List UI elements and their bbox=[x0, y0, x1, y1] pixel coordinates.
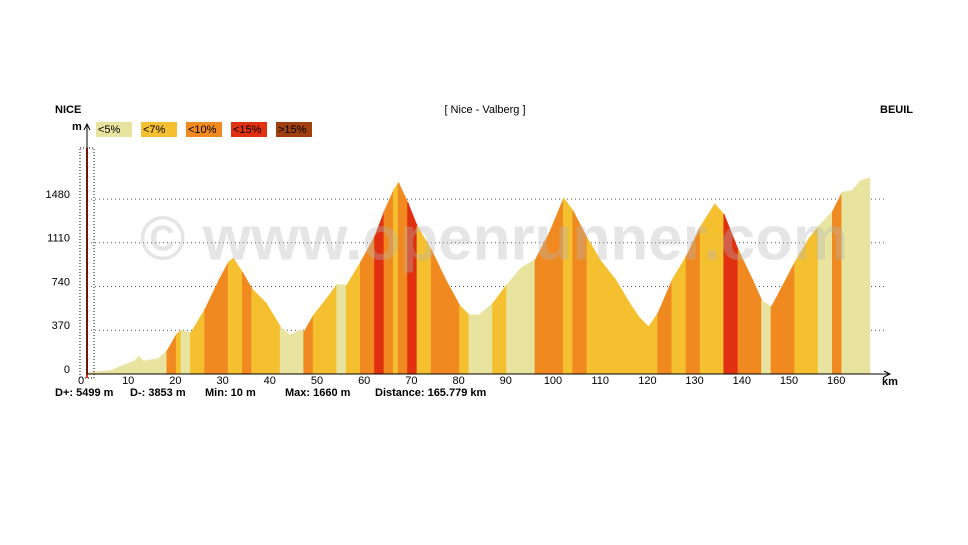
profile-segment bbox=[143, 358, 159, 375]
profile-segment bbox=[242, 271, 253, 375]
legend-swatch bbox=[96, 122, 132, 137]
legend-label: >15% bbox=[278, 124, 307, 136]
chart-title: [ Nice - Valberg ] bbox=[444, 104, 525, 116]
profile-segment bbox=[478, 302, 494, 375]
legend-swatch bbox=[231, 122, 267, 137]
x-tick-label: 160 bbox=[827, 375, 845, 387]
profile-segment bbox=[233, 257, 244, 375]
x-tick-label: 50 bbox=[311, 375, 323, 387]
profile-segment bbox=[313, 302, 324, 375]
profile-segment bbox=[860, 177, 870, 375]
x-tick-label: 10 bbox=[122, 375, 134, 387]
profile-segment bbox=[851, 179, 862, 375]
x-axis-label: km bbox=[882, 376, 898, 388]
start-label: NICE bbox=[55, 104, 81, 116]
profile-segment bbox=[280, 326, 291, 375]
profile-segment bbox=[251, 288, 267, 375]
y-tick-label: 370 bbox=[52, 320, 70, 332]
legend-swatch bbox=[141, 122, 177, 137]
profile-segment bbox=[459, 304, 470, 375]
legend-label: <10% bbox=[188, 124, 217, 136]
legend-label: <7% bbox=[143, 124, 166, 136]
x-tick-label: 140 bbox=[733, 375, 751, 387]
y-tick-label: 0 bbox=[64, 364, 70, 376]
x-tick-label: 90 bbox=[500, 375, 512, 387]
profile-segment bbox=[469, 314, 480, 375]
x-tick-label: 150 bbox=[780, 375, 798, 387]
x-tick-label: 20 bbox=[169, 375, 181, 387]
x-tick-label: 60 bbox=[358, 375, 370, 387]
x-axis-arrow bbox=[883, 370, 892, 378]
profile-segment bbox=[520, 258, 536, 375]
x-tick-label: 130 bbox=[685, 375, 703, 387]
x-tick-label: 70 bbox=[405, 375, 417, 387]
legend-label: <15% bbox=[233, 124, 262, 136]
x-tick-label: 100 bbox=[544, 375, 562, 387]
legend-label: <5% bbox=[98, 124, 121, 136]
y-axis-label: m bbox=[72, 121, 82, 133]
profile-segment bbox=[601, 260, 616, 375]
stat: Max: 1660 m bbox=[285, 387, 351, 399]
y-tick-label: 1110 bbox=[47, 233, 70, 245]
y-tick-label: 1480 bbox=[46, 189, 70, 201]
y-tick-label: 740 bbox=[52, 276, 70, 288]
x-tick-label: 40 bbox=[264, 375, 276, 387]
profile-segment bbox=[181, 329, 192, 375]
y-axis-arrow bbox=[83, 122, 91, 131]
profile-segment bbox=[289, 329, 300, 375]
x-tick-label: 30 bbox=[216, 375, 228, 387]
stat: D+: 5499 m bbox=[55, 387, 114, 399]
legend-swatch bbox=[276, 122, 312, 137]
x-tick-label: 80 bbox=[452, 375, 464, 387]
profile-segment bbox=[506, 266, 522, 375]
profile-segment bbox=[638, 316, 649, 375]
end-label: BEUIL bbox=[880, 104, 913, 116]
x-tick-label: 120 bbox=[638, 375, 656, 387]
legend-swatch bbox=[186, 122, 222, 137]
profile-segment bbox=[218, 261, 229, 375]
x-tick-label: 110 bbox=[591, 375, 609, 387]
watermark: © www.openrunner.com bbox=[140, 204, 848, 273]
stat: D-: 3853 m bbox=[130, 387, 186, 399]
x-tick-label: 0 bbox=[78, 375, 84, 387]
stat: Distance: 165.779 km bbox=[375, 387, 487, 399]
stat: Min: 10 m bbox=[205, 387, 256, 399]
plot: <5% <7% <10% <15% >15% 0 370 740 1110 1480 0 10 20 30… bbox=[46, 122, 885, 387]
profile-segment bbox=[761, 300, 772, 375]
profile-segment bbox=[336, 283, 347, 375]
